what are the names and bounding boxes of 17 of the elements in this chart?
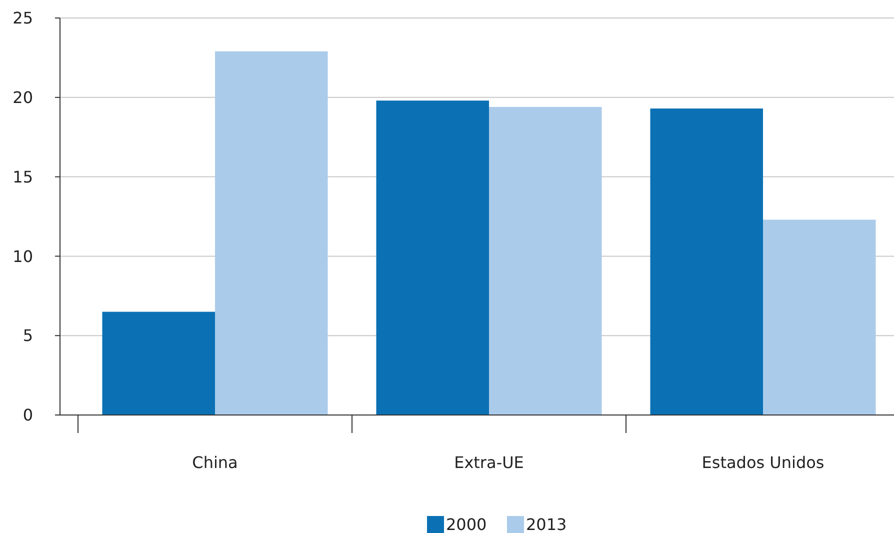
x-tick-label: Estados Unidos <box>702 453 824 472</box>
bar <box>489 106 602 415</box>
legend-label: 2013 <box>526 515 567 533</box>
bar <box>763 220 876 415</box>
bar <box>650 108 763 415</box>
bar <box>376 100 489 415</box>
y-tick-label: 25 <box>12 8 33 28</box>
bar <box>102 312 215 415</box>
y-tick-label: 0 <box>22 406 33 425</box>
y-tick-label: 10 <box>12 246 33 266</box>
bar <box>215 51 328 415</box>
x-tick-label: Extra-UE <box>454 453 524 472</box>
y-tick-label: 20 <box>12 88 33 107</box>
x-tick-label: China <box>192 453 238 472</box>
legend-label: 2000 <box>446 515 487 533</box>
y-tick-label: 15 <box>12 167 33 186</box>
y-tick-label: 5 <box>22 326 33 346</box>
